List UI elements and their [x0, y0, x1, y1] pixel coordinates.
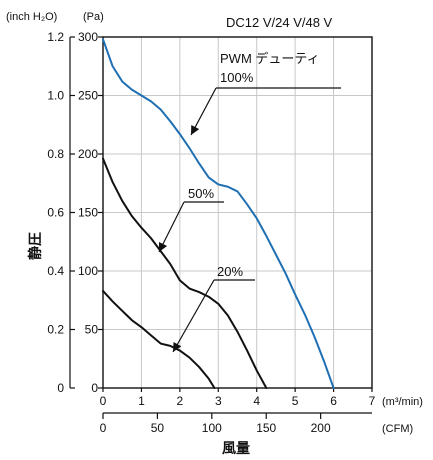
- y-inch-tick-label: 0: [57, 381, 64, 395]
- x-unit-primary-label: (m³/min): [382, 396, 423, 408]
- x-primary-tick-label: 0: [100, 394, 107, 408]
- annotation-20-leader-diagonal: [172, 279, 215, 353]
- x-primary-tick-label: 6: [330, 394, 337, 408]
- series-line-100: [102, 38, 335, 389]
- label-50: 50%: [188, 186, 214, 201]
- y-inch-tick-label: 1.0: [47, 89, 64, 103]
- x-primary-tick-label: 3: [215, 394, 222, 408]
- grid-layer: [103, 37, 372, 388]
- y-pa-tick-label: 100: [78, 264, 98, 278]
- x-primary-tick-label: 5: [292, 394, 299, 408]
- pwm-label: PWM デューティ: [220, 51, 320, 66]
- y-inch-tick-label: 0.2: [47, 323, 64, 337]
- annotation-100-arrowhead: [191, 124, 200, 135]
- y-pa-tick-label: 150: [78, 206, 98, 220]
- x-primary-tick-label: 4: [253, 394, 260, 408]
- y-pa-tick-label: 250: [78, 89, 98, 103]
- y-pa-tick-label: 0: [91, 381, 98, 395]
- y-inch-tick-label: 0.6: [47, 206, 64, 220]
- annotation-20-arrowhead: [173, 341, 182, 352]
- chart-title: DC12 V/24 V/48 V: [226, 15, 333, 30]
- y-pa-tick-label: 50: [85, 323, 99, 337]
- series-line-50: [102, 157, 268, 389]
- y-unit-pa-label: (Pa): [83, 11, 104, 23]
- series-layer: [102, 38, 335, 389]
- series-line-20: [102, 289, 216, 389]
- annotation-50-arrowhead: [159, 241, 168, 252]
- annotation-layer: [158, 87, 341, 353]
- x-secondary-tick-label: 100: [202, 421, 222, 435]
- annotation-50-leader-diagonal: [158, 201, 185, 253]
- x-unit-secondary-label: (CFM): [382, 423, 413, 435]
- y-pa-tick-label: 300: [78, 30, 98, 44]
- y-inch-tick-label: 0.8: [47, 147, 64, 161]
- x-axis-title: 風量: [222, 440, 250, 456]
- x-secondary-tick-label: 50: [151, 421, 165, 435]
- label-20: 20%: [217, 264, 243, 279]
- x-primary-tick-label: 2: [177, 394, 184, 408]
- x-primary-tick-label: 7: [369, 394, 376, 408]
- y-unit-inch-label: (inch H₂O): [6, 11, 57, 23]
- y-inch-tick-label: 1.2: [47, 30, 64, 44]
- x-secondary-tick-label: 150: [256, 421, 276, 435]
- y-inch-tick-label: 0.4: [47, 264, 64, 278]
- x-secondary-tick-label: 0: [100, 421, 107, 435]
- label-100: 100%: [220, 70, 254, 85]
- x-primary-tick-label: 1: [138, 394, 145, 408]
- y-axis-title: 静圧: [27, 232, 43, 260]
- y-pa-tick-label: 200: [78, 147, 98, 161]
- x-secondary-tick-label: 200: [311, 421, 331, 435]
